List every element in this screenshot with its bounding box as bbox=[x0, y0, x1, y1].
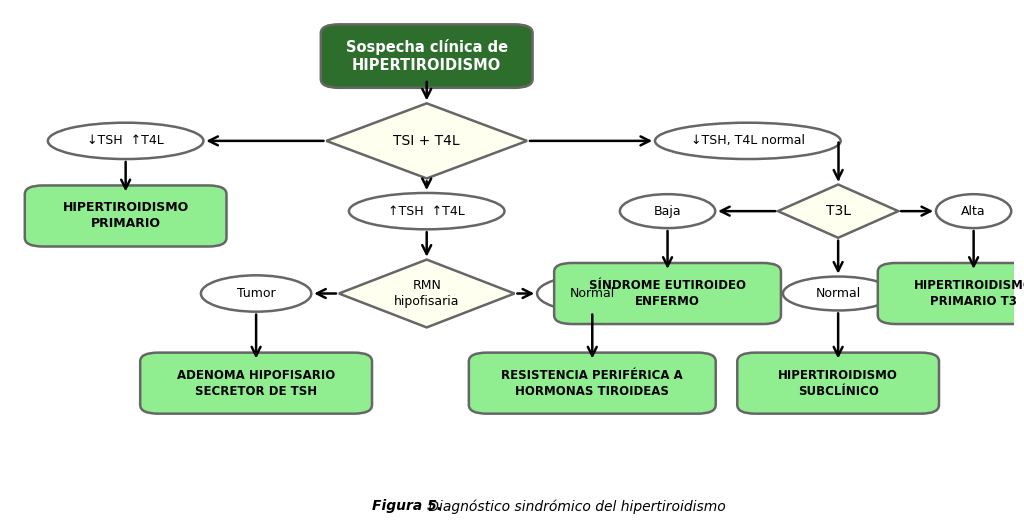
Text: Alta: Alta bbox=[962, 205, 986, 218]
FancyBboxPatch shape bbox=[140, 353, 372, 414]
Text: SÍNDROME EUTIROIDEO
ENFERMO: SÍNDROME EUTIROIDEO ENFERMO bbox=[589, 279, 746, 308]
Ellipse shape bbox=[620, 194, 715, 228]
Text: Sospecha clínica de
HIPERTIROIDISMO: Sospecha clínica de HIPERTIROIDISMO bbox=[346, 39, 508, 73]
Ellipse shape bbox=[537, 275, 647, 312]
Text: Diagnóstico sindrómico del hipertiroidismo: Diagnóstico sindrómico del hipertiroidis… bbox=[424, 499, 726, 514]
Ellipse shape bbox=[349, 193, 505, 229]
FancyBboxPatch shape bbox=[321, 24, 532, 88]
Text: ↓TSH  ↑T4L: ↓TSH ↑T4L bbox=[87, 134, 164, 147]
Ellipse shape bbox=[783, 277, 893, 311]
FancyBboxPatch shape bbox=[737, 353, 939, 414]
Polygon shape bbox=[778, 184, 898, 238]
Text: ↓TSH, T4L normal: ↓TSH, T4L normal bbox=[691, 134, 805, 147]
Text: Tumor: Tumor bbox=[237, 287, 275, 300]
Ellipse shape bbox=[655, 123, 841, 159]
Text: ↑TSH  ↑T4L: ↑TSH ↑T4L bbox=[388, 205, 465, 218]
Text: ADENOMA HIPOFISARIO
SECRETOR DE TSH: ADENOMA HIPOFISARIO SECRETOR DE TSH bbox=[177, 369, 335, 398]
Text: Normal: Normal bbox=[569, 287, 614, 300]
FancyBboxPatch shape bbox=[469, 353, 716, 414]
Ellipse shape bbox=[201, 275, 311, 312]
FancyBboxPatch shape bbox=[25, 185, 226, 246]
Text: Baja: Baja bbox=[653, 205, 681, 218]
Polygon shape bbox=[339, 259, 514, 327]
Text: RESISTENCIA PERIFÉRICA A
HORMONAS TIROIDEAS: RESISTENCIA PERIFÉRICA A HORMONAS TIROID… bbox=[502, 369, 683, 398]
Text: T3L: T3L bbox=[825, 204, 851, 218]
FancyBboxPatch shape bbox=[878, 263, 1024, 324]
Ellipse shape bbox=[936, 194, 1012, 228]
Ellipse shape bbox=[48, 123, 204, 159]
Text: Figura 5.: Figura 5. bbox=[372, 500, 441, 513]
FancyBboxPatch shape bbox=[554, 263, 781, 324]
Text: TSI + T4L: TSI + T4L bbox=[393, 134, 460, 148]
Text: Normal: Normal bbox=[815, 287, 861, 300]
Polygon shape bbox=[327, 103, 527, 178]
Text: HIPERTIROIDISMO
PRIMARIO: HIPERTIROIDISMO PRIMARIO bbox=[62, 202, 188, 230]
Text: HIPERTIROIDISMO
PRIMARIO T3: HIPERTIROIDISMO PRIMARIO T3 bbox=[913, 279, 1024, 308]
Text: RMN
hipofisaria: RMN hipofisaria bbox=[394, 279, 460, 308]
Text: HIPERTIROIDISMO
SUBCLÍNICO: HIPERTIROIDISMO SUBCLÍNICO bbox=[778, 369, 898, 398]
